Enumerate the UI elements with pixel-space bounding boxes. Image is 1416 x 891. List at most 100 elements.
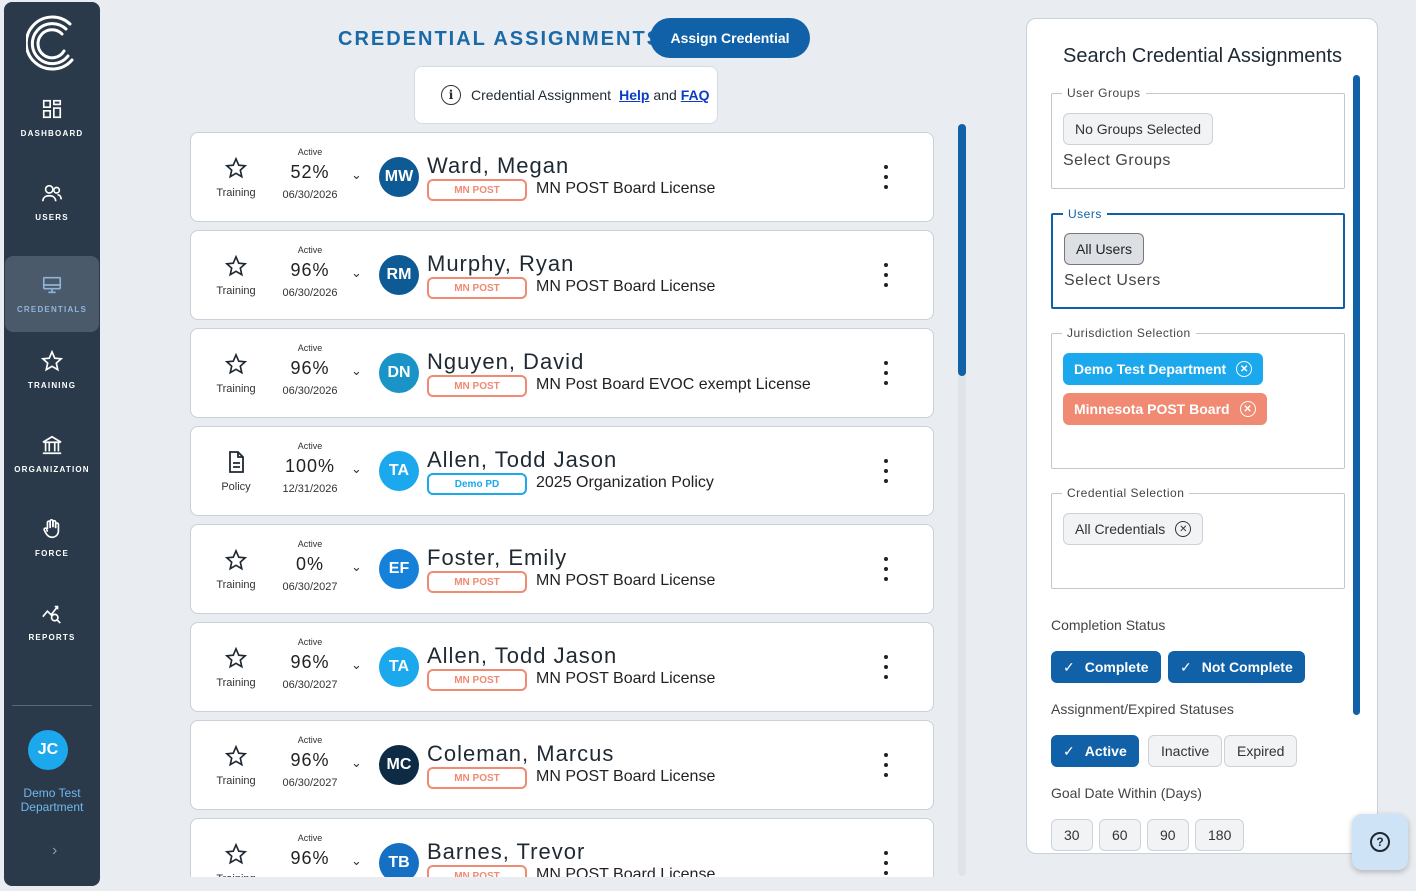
type-label: Training: [216, 187, 256, 199]
more-options-icon[interactable]: [879, 165, 893, 189]
user-name[interactable]: Foster, Emily: [427, 545, 568, 570]
sidebar-item-label: CREDENTIALS: [16, 305, 88, 314]
remove-chip-icon[interactable]: ✕: [1236, 361, 1253, 377]
user-name[interactable]: Murphy, Ryan: [427, 251, 575, 276]
chevron-down-icon[interactable]: ⌄: [351, 461, 362, 476]
panel-scrollbar[interactable]: [1353, 75, 1360, 715]
user-name[interactable]: Allen, Todd Jason: [427, 447, 618, 472]
info-icon: i: [441, 85, 461, 105]
completion-status-label: Completion Status: [1051, 617, 1166, 633]
assignment-card[interactable]: Training Active 52% 06/30/2026 ⌄ MW Ward, Mega…: [190, 132, 934, 222]
avatar[interactable]: JC: [28, 730, 68, 770]
chevron-down-icon[interactable]: ⌄: [351, 853, 362, 868]
select-users-input[interactable]: Select Users: [1064, 272, 1161, 289]
chevron-down-icon[interactable]: ⌄: [351, 657, 362, 672]
chevron-down-icon[interactable]: ⌄: [351, 167, 362, 182]
chevron-down-icon[interactable]: ⌄: [351, 265, 362, 280]
assignment-card[interactable]: Training Active 96% 06/30/2027 ⌄ TA Allen, Tod…: [190, 622, 934, 712]
sidebar-item-credentials[interactable]: CREDENTIALS: [5, 256, 99, 332]
active-toggle[interactable]: ✓ Active: [1051, 735, 1139, 767]
sidebar-item-force[interactable]: FORCE: [4, 500, 100, 576]
avatar: TB: [379, 843, 419, 877]
chevron-down-icon[interactable]: ⌄: [351, 559, 362, 574]
chevron-right-icon[interactable]: ›: [52, 842, 58, 859]
sidebar-item-reports[interactable]: REPORTS: [4, 584, 100, 660]
status-column: Active 96% 06/30/2027: [273, 637, 347, 691]
goal-180-toggle[interactable]: 180: [1195, 819, 1245, 851]
no-groups-chip[interactable]: No Groups Selected: [1063, 113, 1214, 145]
user-name[interactable]: Barnes, Trevor: [427, 839, 586, 864]
remove-chip-icon[interactable]: ✕: [1175, 521, 1192, 537]
user-name[interactable]: Allen, Todd Jason: [427, 643, 618, 668]
sidebar-item-training[interactable]: TRAINING: [4, 332, 100, 408]
chevron-down-icon[interactable]: ⌄: [351, 755, 362, 770]
star-icon: [224, 744, 248, 767]
all-users-chip[interactable]: All Users: [1064, 233, 1145, 265]
help-button[interactable]: ?: [1352, 814, 1408, 870]
more-options-icon[interactable]: [879, 557, 893, 581]
list-scrollbar[interactable]: [958, 124, 966, 876]
more-options-icon[interactable]: [879, 459, 893, 483]
type-icon: [205, 352, 267, 379]
complete-toggle[interactable]: ✓ Complete: [1051, 651, 1161, 683]
assignment-card[interactable]: Training Active 96% 06/30/2027 ⌄ MC Coleman, M…: [190, 720, 934, 810]
toggle-label: Complete: [1084, 659, 1149, 675]
faq-link[interactable]: FAQ: [680, 87, 710, 103]
assignment-card[interactable]: Training Active 96% 06/30/2026 ⌄ DN Nguyen, Da…: [190, 328, 934, 418]
goal-60-toggle[interactable]: 60: [1099, 819, 1141, 851]
goal-90-toggle[interactable]: 90: [1147, 819, 1189, 851]
avatar: DN: [379, 353, 419, 393]
more-options-icon[interactable]: [879, 263, 893, 287]
goal-date: 06/30/2026: [282, 385, 338, 397]
jurisdiction-field[interactable]: Jurisdiction Selection Demo Test Departm…: [1051, 326, 1345, 469]
user-groups-field[interactable]: User Groups No Groups Selected Select Gr…: [1051, 86, 1345, 189]
assignment-card[interactable]: Training Active 0% 06/30/2027 ⌄ EF Foster, Emi…: [190, 524, 934, 614]
chevron-down-icon[interactable]: ⌄: [351, 363, 362, 378]
jurisdiction-chip[interactable]: Minnesota POST Board ✕: [1063, 393, 1267, 425]
credential-name: MN POST Board License: [536, 278, 716, 295]
type-label: Training: [216, 677, 256, 689]
assignment-card[interactable]: Training Active 96% 06/30/2026 ⌄ RM Murphy, Ry…: [190, 230, 934, 320]
more-options-icon[interactable]: [879, 753, 893, 777]
sidebar-item-dashboard[interactable]: DASHBOARD: [4, 80, 100, 156]
more-options-icon[interactable]: [879, 655, 893, 679]
sidebar-item-users[interactable]: USERS: [4, 164, 100, 240]
type-column: Training: [205, 254, 267, 297]
inactive-toggle[interactable]: Inactive: [1148, 735, 1223, 767]
sidebar-item-organization[interactable]: ORGANIZATION: [4, 416, 100, 492]
star-icon: [224, 548, 248, 571]
users-field[interactable]: Users All Users Select Users: [1051, 207, 1345, 309]
expired-toggle[interactable]: Expired: [1224, 735, 1298, 767]
type-label: Training: [216, 579, 256, 591]
user-name[interactable]: Coleman, Marcus: [427, 741, 615, 766]
type-column: Training: [205, 352, 267, 395]
type-label: Policy: [221, 481, 251, 493]
building-icon: [42, 435, 62, 455]
star-icon: [224, 842, 248, 865]
jurisdiction-tag: MN POST: [427, 767, 527, 789]
help-link[interactable]: Help: [619, 87, 650, 103]
type-column: Training: [205, 646, 267, 689]
assignment-card[interactable]: Policy Active 100% 12/31/2026 ⌄ TA Allen, Todd…: [190, 426, 934, 516]
assign-credential-button[interactable]: Assign Credential: [650, 18, 810, 58]
completion-percent: 96%: [290, 358, 330, 378]
type-icon: [205, 254, 267, 281]
credential-field[interactable]: Credential Selection All Credentials ✕: [1051, 486, 1345, 589]
goal-30-toggle[interactable]: 30: [1051, 819, 1093, 851]
more-options-icon[interactable]: [879, 361, 893, 385]
user-name[interactable]: Nguyen, David: [427, 349, 585, 374]
not-complete-toggle[interactable]: ✓ Not Complete: [1168, 651, 1305, 683]
app-logo[interactable]: [26, 14, 80, 72]
jurisdiction-chip[interactable]: Demo Test Department ✕: [1063, 353, 1264, 385]
more-options-icon[interactable]: [879, 851, 893, 875]
remove-chip-icon[interactable]: ✕: [1239, 401, 1256, 417]
completion-percent: 96%: [290, 652, 330, 672]
user-name[interactable]: Ward, Megan: [427, 153, 570, 178]
all-credentials-chip[interactable]: All Credentials ✕: [1063, 513, 1204, 545]
list-scrollbar-thumb[interactable]: [958, 124, 966, 376]
jurisdiction-legend: Jurisdiction Selection: [1062, 326, 1196, 340]
toggle-label: Active: [1084, 743, 1127, 759]
select-groups-input[interactable]: Select Groups: [1063, 152, 1171, 169]
sidebar-item-label: USERS: [35, 213, 69, 222]
